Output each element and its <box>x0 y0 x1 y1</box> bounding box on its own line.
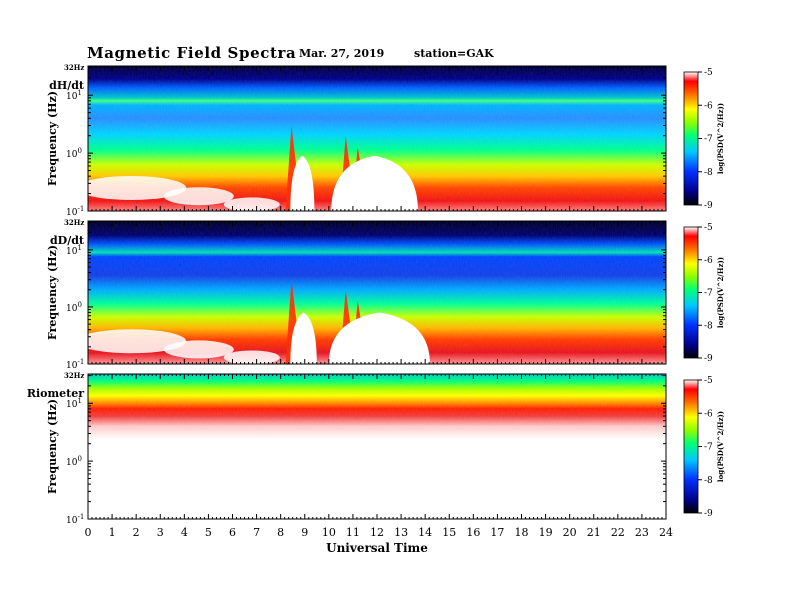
x-tick-label: 2 <box>133 526 140 539</box>
y-tick-label: 101 <box>66 89 82 102</box>
y-tick-label: 10-1 <box>66 358 84 371</box>
colorbar-tick-label: -9 <box>704 509 713 519</box>
y-tick-label: 100 <box>66 301 82 314</box>
x-tick-label: 24 <box>659 526 673 539</box>
y-axis-label: Frequency (Hz) <box>46 91 59 186</box>
spectrogram-panel-3 <box>88 374 666 519</box>
y-axis-label: Frequency (Hz) <box>46 399 59 494</box>
x-tick-label: 11 <box>346 526 360 539</box>
colorbar-tick-label: -5 <box>704 223 713 233</box>
date-label: Mar. 27, 2019 <box>299 47 385 60</box>
x-tick-label: 8 <box>277 526 284 539</box>
colorbar <box>683 71 699 206</box>
colorbar-tick-label: -9 <box>704 201 713 211</box>
x-tick-label: 17 <box>490 526 504 539</box>
colorbar-tick-label: -7 <box>704 443 713 453</box>
x-tick-label: 16 <box>466 526 480 539</box>
texture-noise <box>88 66 666 211</box>
x-tick-label: 15 <box>442 526 456 539</box>
chart-title: Magnetic Field Spectra <box>87 44 297 62</box>
x-tick-label: 7 <box>253 526 260 539</box>
spectrogram-panel-1 <box>88 66 666 211</box>
colorbar-tick-label: -5 <box>704 68 713 78</box>
x-tick-label: 1 <box>109 526 116 539</box>
x-tick-label: 9 <box>301 526 308 539</box>
colorbar <box>683 379 699 514</box>
colorbar-tick-label: -8 <box>704 476 713 486</box>
top-frequency-label: 32Hz <box>64 63 84 72</box>
x-tick-label: 19 <box>539 526 553 539</box>
colorbar-label: log(PSD(V^2/Hz)) <box>716 257 725 328</box>
y-tick-label: 10-1 <box>66 205 84 218</box>
spectrogram-panel-2 <box>88 221 666 364</box>
colorbar-tick-label: -6 <box>704 256 713 266</box>
x-tick-label: 6 <box>229 526 236 539</box>
colorbar-tick-label: -5 <box>704 376 713 386</box>
x-tick-label: 3 <box>157 526 164 539</box>
colorbar-tick-label: -8 <box>704 321 713 331</box>
colorbar-tick-label: -7 <box>704 289 713 299</box>
y-tick-label: 101 <box>66 244 82 257</box>
colorbar-tick-label: -7 <box>704 135 713 145</box>
y-tick-label: 101 <box>66 397 82 410</box>
x-tick-label: 20 <box>563 526 577 539</box>
x-tick-label: 14 <box>418 526 432 539</box>
texture-noise <box>88 221 666 364</box>
x-tick-label: 13 <box>394 526 408 539</box>
x-tick-label: 4 <box>181 526 188 539</box>
y-tick-label: 100 <box>66 147 82 160</box>
x-tick-label: 23 <box>635 526 649 539</box>
y-tick-label: 10-1 <box>66 513 84 526</box>
y-tick-label: 100 <box>66 455 82 468</box>
panel-label: dH/dt <box>49 79 85 92</box>
colorbar <box>683 226 699 359</box>
station-label: station=GAK <box>414 47 494 60</box>
y-axis-label: Frequency (Hz) <box>46 245 59 340</box>
colorbar-label: log(PSD(V^2/Hz)) <box>716 103 725 174</box>
x-tick-label: 18 <box>515 526 529 539</box>
x-tick-label: 10 <box>322 526 336 539</box>
top-frequency-label: 32Hz <box>64 371 84 380</box>
colorbar-tick-label: -8 <box>704 168 713 178</box>
panel-label: dD/dt <box>50 234 85 247</box>
colorbar-tick-label: -6 <box>704 101 713 111</box>
colorbar-tick-label: -9 <box>704 354 713 364</box>
x-tick-label: 21 <box>587 526 601 539</box>
panel-label: Riometer <box>27 387 84 400</box>
x-tick-label: 22 <box>611 526 625 539</box>
x-axis-label: Universal Time <box>326 541 428 555</box>
x-tick-label: 5 <box>205 526 212 539</box>
texture-noise <box>88 374 666 440</box>
colorbar-label: log(PSD(V^2/Hz)) <box>716 411 725 482</box>
top-frequency-label: 32Hz <box>64 218 84 227</box>
x-tick-label: 0 <box>85 526 92 539</box>
x-tick-label: 12 <box>370 526 384 539</box>
colorbar-tick-label: -6 <box>704 409 713 419</box>
